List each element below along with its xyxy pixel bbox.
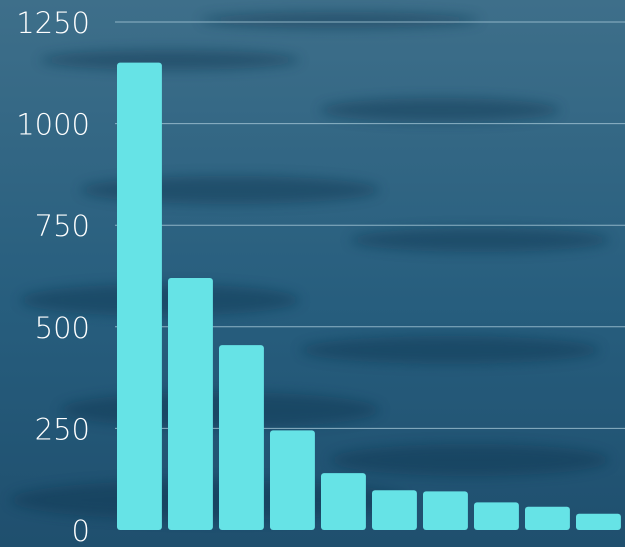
wave-streak xyxy=(40,50,300,70)
y-axis-ticks: 0 250 500 750 1000 1250 xyxy=(16,6,90,547)
y-tick-label: 250 xyxy=(35,412,90,446)
y-tick-label: 500 xyxy=(35,311,90,345)
bar xyxy=(525,506,570,530)
gridlines xyxy=(115,21,625,429)
wave-streak xyxy=(200,12,480,28)
y-tick-label: 750 xyxy=(35,209,90,243)
bar xyxy=(219,345,264,530)
bar xyxy=(474,502,519,530)
y-tick-label: 0 xyxy=(72,514,90,547)
wave-streak xyxy=(320,98,560,122)
wave-streak xyxy=(330,444,610,476)
bars xyxy=(117,62,621,530)
bar xyxy=(270,430,315,530)
bar xyxy=(168,278,213,530)
wave-streak xyxy=(300,336,600,364)
bar xyxy=(576,513,621,530)
bar xyxy=(321,473,366,530)
bar xyxy=(423,491,468,530)
y-tick-label: 1000 xyxy=(16,108,90,142)
y-tick-label: 1250 xyxy=(16,6,90,40)
bar xyxy=(372,490,417,530)
bar xyxy=(117,62,162,530)
wave-streak xyxy=(350,228,610,252)
